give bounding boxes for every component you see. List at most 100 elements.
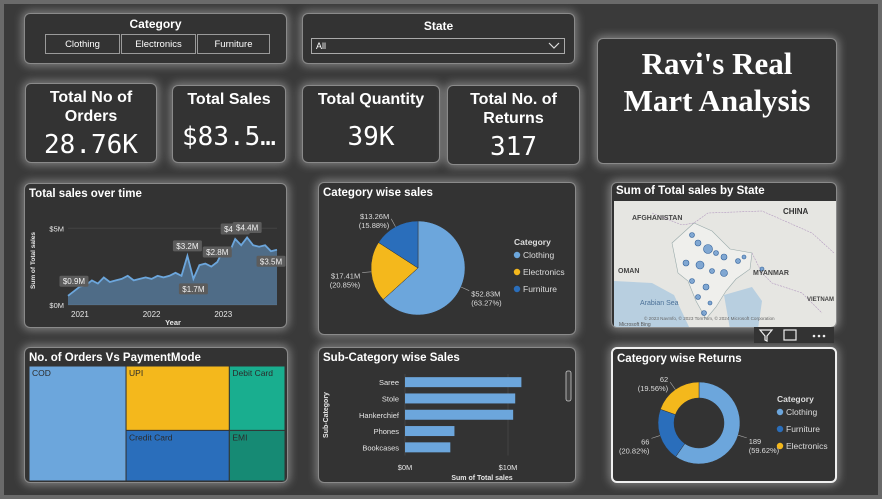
data-label-bg: [202, 246, 232, 258]
y-axis-label: Sum of Total sales: [30, 232, 37, 289]
treemap-cell: [228, 429, 286, 482]
bar: [405, 393, 516, 404]
slicer-item[interactable]: Furniture: [197, 34, 270, 54]
percent-label: (19.56%): [638, 384, 669, 393]
data-label: $0.9M: [63, 277, 86, 286]
x-tick-label: 2022: [143, 310, 161, 319]
cell-label: UPI: [129, 368, 143, 378]
filter-icon[interactable]: [758, 329, 774, 342]
data-label-bg: [232, 221, 262, 233]
treemap-cell: [28, 365, 127, 482]
card-label: Total Sales: [187, 91, 271, 108]
map-bubbles: [682, 232, 765, 316]
pie-panel: Category wise sales $52.83M (63.27%) $17.41…: [318, 182, 576, 335]
cell-label: Credit Card: [129, 432, 173, 442]
legend-label: Furniture: [523, 284, 557, 294]
dropdown-value: All: [316, 41, 327, 51]
bar: [405, 442, 451, 453]
area: [68, 237, 277, 305]
kpi-card: Total No of Orders 28.76K: [25, 83, 157, 163]
panel-title: Category wise sales: [323, 187, 433, 199]
state-slicer: State All: [302, 13, 575, 64]
kpi-card: Total Sales $83.5…: [172, 85, 286, 163]
map-bubble: [735, 258, 741, 264]
map-bubble: [689, 232, 695, 238]
bar: [405, 409, 514, 420]
legend-title: Category: [514, 237, 551, 247]
bar-chart: Sub-Category wise Sales $0M $10M Saree Stole…: [323, 352, 572, 482]
slice: [657, 408, 686, 458]
map-label: OMAN: [618, 268, 639, 275]
map-attribution: © 2023 NavInfo, © 2023 TomTom, © 2024 Mi…: [644, 315, 775, 321]
legend-label: Furniture: [786, 424, 820, 434]
dashboard-title: Ravi's Real Mart Analysis: [623, 46, 811, 118]
map-bubble: [707, 300, 713, 306]
cell-label: Debit Card: [232, 368, 273, 378]
legend-marker: [513, 268, 521, 276]
map-border: [651, 210, 835, 254]
legend-label: Electronics: [786, 441, 828, 451]
data-label: 66: [641, 437, 649, 446]
focus-icon[interactable]: [783, 329, 797, 341]
map-border: [751, 252, 823, 314]
leader-line: [390, 218, 396, 227]
leader-line: [362, 271, 372, 273]
x-tick-label: $10M: [499, 463, 518, 472]
percent-label: (20.85%): [330, 281, 361, 290]
data-label-bg: [172, 240, 202, 252]
leader-line: [651, 435, 661, 439]
data-label: 189: [749, 437, 762, 446]
legend-marker: [776, 425, 784, 433]
y-tick-label: $5M: [49, 224, 64, 233]
card-label: Total Quantity: [317, 91, 425, 108]
data-label: $52.83M: [471, 290, 500, 299]
percent-label: (59.62%): [749, 446, 780, 455]
title-box: Ravi's Real Mart Analysis: [597, 38, 837, 164]
card-label: Total No of Orders: [49, 89, 133, 125]
bar: [405, 377, 522, 388]
line-chart: Total sales over time $0M $5M 2021 2022 2023 $…: [29, 188, 286, 327]
map-bubble: [701, 310, 707, 316]
y-axis-label: Sub-Category: [323, 392, 330, 438]
kpi-card: Total Quantity 39K: [302, 85, 440, 163]
map: Sum of Total sales by State AF: [614, 185, 836, 328]
data-label: $3.2M: [176, 242, 199, 251]
visual-toolbar: [754, 327, 834, 343]
treemap-cell: [125, 429, 230, 482]
data-label-bg: [256, 255, 286, 267]
chevron: [548, 42, 560, 49]
panel-title: Total sales over time: [29, 188, 142, 200]
data-label: 62: [660, 375, 668, 384]
x-tick-label: 2023: [214, 310, 232, 319]
map-label: MYANMAR: [753, 270, 789, 277]
percent-label: (20.82%): [619, 446, 650, 455]
legend-marker: [776, 408, 784, 416]
data-label: $1.7M: [182, 285, 205, 294]
percent-label: (15.88%): [359, 221, 390, 230]
panel-title: Category wise Returns: [617, 353, 742, 365]
map-bubble: [694, 239, 702, 247]
y-tick-label: $0M: [49, 301, 64, 310]
cell-label: COD: [32, 368, 51, 378]
donut-panel: Category wise Returns 189 (59.62%) 66 (20.82…: [611, 347, 837, 483]
map-bubble: [759, 266, 765, 272]
treemap-cell: [228, 365, 286, 431]
map-bubble: [689, 278, 695, 284]
panel-title: No. of Orders Vs PaymentMode: [29, 352, 201, 364]
card-value: 28.76K: [44, 130, 138, 160]
map-provider: Microsoft Bing: [619, 322, 651, 328]
slice: [382, 220, 466, 316]
dropdown[interactable]: All: [311, 38, 565, 54]
slicer-item[interactable]: Clothing: [45, 34, 120, 54]
data-label: $2.8M: [206, 248, 229, 257]
card-value: $83.5…: [182, 122, 276, 152]
map-bubble: [713, 250, 719, 256]
slicer-item[interactable]: Electronics: [121, 34, 196, 54]
kpi-card: Total No. of Returns 317: [447, 85, 580, 165]
leader-line: [738, 434, 747, 439]
more-icon[interactable]: [812, 334, 826, 338]
y-tick-label: Saree: [379, 378, 399, 387]
map-label: Arabian Sea: [640, 300, 679, 307]
slicer-title: Category: [129, 17, 182, 31]
legend-marker: [513, 285, 521, 293]
